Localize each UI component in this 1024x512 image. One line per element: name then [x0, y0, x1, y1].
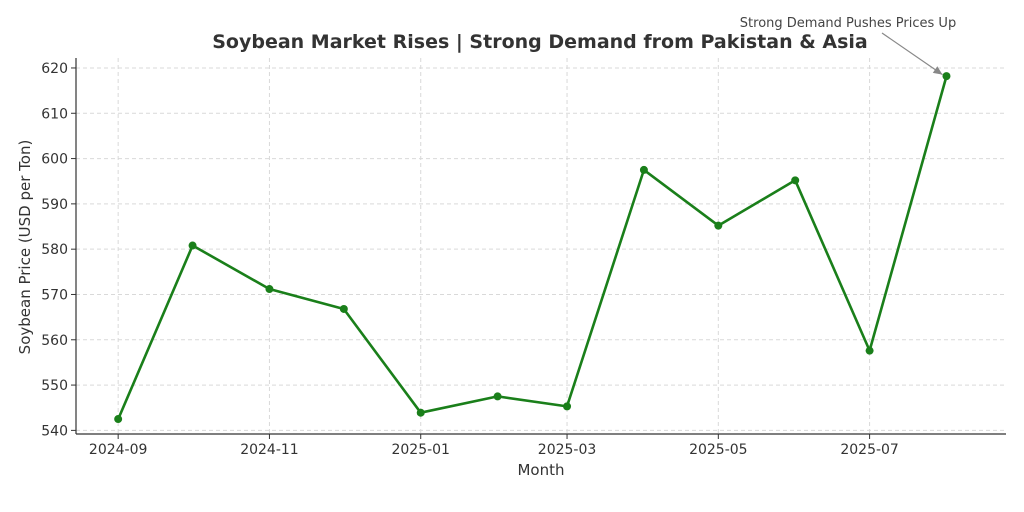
x-tick-label: 2024-09 [89, 442, 148, 458]
annotation: Strong Demand Pushes Prices Up [740, 16, 956, 76]
series [114, 72, 951, 424]
series-line [117, 75, 948, 420]
x-tick-label: 2025-03 [538, 442, 597, 458]
y-tick-label: 620 [41, 61, 68, 77]
y-tick-label: 560 [41, 333, 68, 349]
data-point [865, 346, 874, 355]
tick-labels: 540 550 560 570 580 590 600 610 620 2024-09 2024-1… [41, 61, 899, 458]
axes [71, 58, 1006, 439]
y-tick-label: 600 [41, 152, 68, 168]
data-point [188, 241, 197, 250]
data-point [563, 402, 572, 411]
data-point [265, 285, 274, 294]
data-point [114, 415, 123, 424]
y-tick-label: 570 [41, 287, 68, 303]
y-tick-label: 540 [41, 423, 68, 439]
y-tick-label: 610 [41, 106, 68, 122]
y-tick-label: 580 [41, 242, 68, 258]
y-axis-label: Soybean Price (USD per Ton) [16, 140, 34, 355]
x-tick-label: 2024-11 [240, 442, 299, 458]
data-point [416, 408, 425, 417]
data-point [942, 72, 951, 81]
y-tick-label: 590 [41, 197, 68, 213]
annotation-text: Strong Demand Pushes Prices Up [740, 16, 956, 31]
annotation-arrow [881, 32, 943, 76]
data-point [493, 392, 502, 401]
y-tick-label: 550 [41, 378, 68, 394]
x-axis-label: Month [517, 461, 564, 479]
grid [76, 58, 1006, 434]
data-point [714, 221, 723, 230]
x-tick-label: 2025-07 [840, 442, 899, 458]
chart-title: Soybean Market Rises | Strong Demand fro… [212, 31, 868, 53]
x-tick-label: 2025-01 [391, 442, 450, 458]
x-tick-label: 2025-05 [689, 442, 748, 458]
data-point [639, 165, 648, 174]
data-point [791, 176, 800, 185]
data-point [339, 304, 348, 313]
annotation-arrowhead [932, 66, 943, 75]
